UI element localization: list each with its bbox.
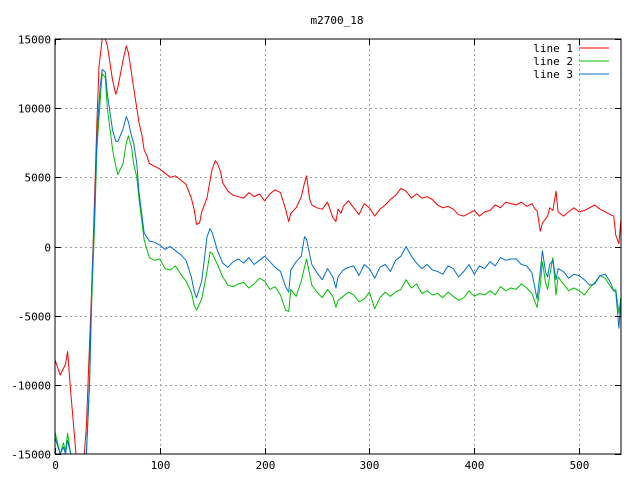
y-tick-label: 0 xyxy=(44,242,51,255)
y-tick-label: -5000 xyxy=(18,311,51,324)
legend-label: line 2 xyxy=(533,55,573,68)
legend-label: line 3 xyxy=(533,68,573,81)
plot-frame xyxy=(54,38,622,455)
x-tick-label: 200 xyxy=(256,459,276,472)
series-lines xyxy=(55,39,621,454)
y-tick-label: -10000 xyxy=(11,380,51,393)
x-tick-label: 300 xyxy=(360,459,380,472)
x-tick-label: 0 xyxy=(52,459,59,472)
series-line-2 xyxy=(55,73,621,454)
y-tick-label: -15000 xyxy=(11,449,51,462)
chart-title: m2700_18 xyxy=(311,14,364,27)
x-tick-label: 400 xyxy=(465,459,485,472)
y-tick-label: 5000 xyxy=(25,172,52,185)
y-tick-label: 15000 xyxy=(18,34,51,47)
y-tick-label: 10000 xyxy=(18,103,51,116)
legend-label: line 1 xyxy=(533,42,573,55)
x-tick-label: 500 xyxy=(570,459,590,472)
series-line-1 xyxy=(55,39,621,454)
x-tick-label: 100 xyxy=(151,459,171,472)
grid xyxy=(55,39,621,454)
series-line-3 xyxy=(55,68,621,454)
